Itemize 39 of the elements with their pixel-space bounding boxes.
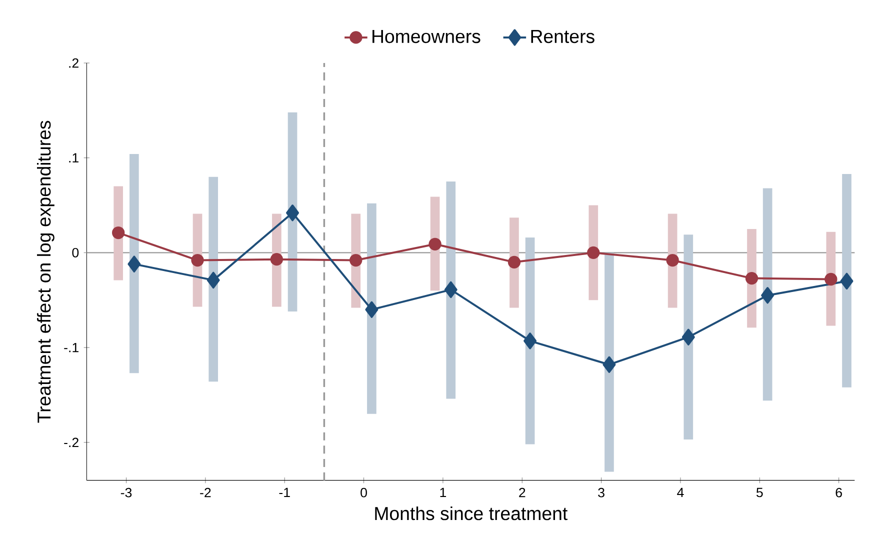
point [444, 281, 458, 298]
x-tick-label: -1 [279, 488, 290, 498]
y-tick-label: -.1 [64, 342, 78, 352]
point [508, 256, 521, 269]
x-tick-label: 5 [756, 488, 763, 498]
x-tick-label: 6 [836, 488, 842, 498]
point [524, 332, 537, 350]
point [587, 246, 600, 260]
point [428, 238, 442, 250]
y-tick-label: 0 [72, 248, 79, 258]
point [824, 272, 838, 286]
point [666, 254, 679, 267]
point [602, 356, 616, 373]
point [206, 272, 220, 289]
y-axis-title: Treatment effect on log expenditures [37, 120, 54, 423]
y-tick-label: -.2 [64, 438, 78, 448]
point [350, 254, 362, 267]
point [128, 256, 141, 272]
point [286, 204, 300, 222]
point [365, 301, 378, 318]
x-axis-title: Months since treatment [375, 506, 568, 520]
point [112, 226, 125, 240]
x-tick-label: -2 [200, 488, 211, 498]
x-tick-label: 0 [360, 488, 367, 498]
x-tick-label: 1 [440, 488, 446, 498]
y-tick-label: .1 [69, 153, 78, 162]
y-tick-label: .2 [69, 58, 78, 68]
x-tick-label: 2 [519, 488, 526, 498]
point [682, 328, 695, 346]
point [745, 272, 758, 285]
x-tick-label: 3 [598, 488, 604, 498]
point [270, 252, 284, 266]
legend-label: Homeowners [372, 30, 480, 44]
point [840, 272, 854, 290]
point [191, 254, 204, 267]
x-tick-label: 4 [677, 488, 684, 498]
point [761, 287, 774, 304]
x-tick-label: -3 [120, 488, 132, 498]
legend-label: Renters [531, 30, 594, 44]
